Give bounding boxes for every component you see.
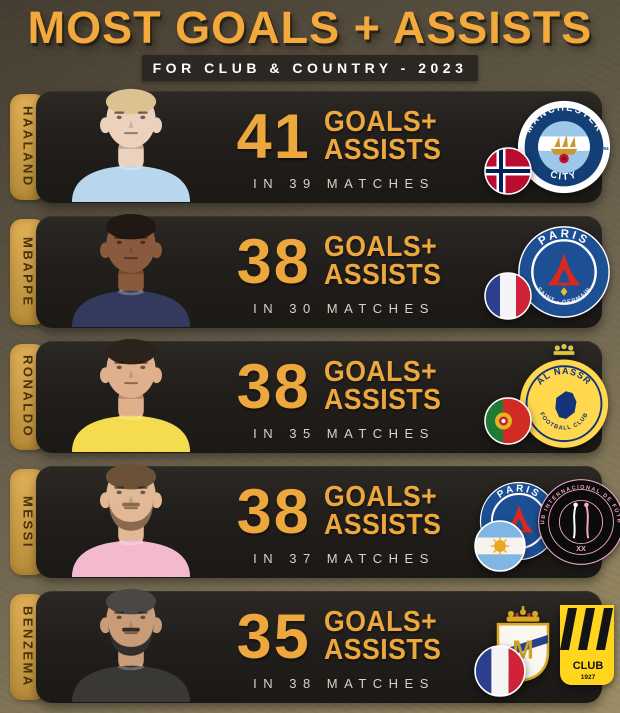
goals-assists-label: GOALS+ ASSISTS [323,106,442,166]
matches-label: IN 30 MATCHES [253,300,435,316]
badge-cluster: PARIS XX CLUB INTERNACIONAL DE FÚTBOL [474,466,620,578]
goals-assists-value: 41 [236,101,311,172]
goals-assists-value: 38 [236,226,311,297]
svg-text:CLUB: CLUB [573,660,604,672]
goals-assists-label: GOALS+ ASSISTS [323,481,442,541]
al-ittihad-badge-icon: CLUB 1927 [560,605,614,685]
goals-assists-value: 38 [236,476,311,547]
stats-block: 38 GOALS+ ASSISTS IN 35 MATCHES [216,341,472,453]
player-row-mbappe: MBAPPE 38 GOALS+ ASSISTS IN 30 MATCHES [0,213,620,328]
player-row-messi: MESSI 38 GOALS+ ASSISTS IN 37 MATCHES [0,463,620,578]
subtitle-text: FOR CLUB & COUNTRY - 2023 [152,60,468,76]
al-nassr-badge-icon: AL NASSR FOOTBALL CLUB [519,343,609,448]
player-row-haaland: HAALAND 41 GOALS+ ASSISTS IN 39 MATCHES [0,88,620,203]
subtitle-bar: FOR CLUB & COUNTRY - 2023 [142,55,478,81]
argentina-flag-icon [474,520,526,572]
player-name-label: RONALDO [20,355,36,439]
badge-cluster: M CLUB 1927 [474,591,614,703]
goals-assists-label: GOALS+ ASSISTS [323,231,442,291]
stats-block: 38 GOALS+ ASSISTS IN 30 MATCHES [216,216,472,328]
matches-label: IN 38 MATCHES [253,675,435,691]
player-row-benzema: BENZEMA 35 GOALS+ ASSISTS IN 38 MATCHES [0,588,620,703]
matches-label: IN 35 MATCHES [253,425,435,441]
matches-label: IN 39 MATCHES [253,175,435,191]
matches-label: IN 37 MATCHES [253,550,435,566]
svg-text:1927: 1927 [581,674,596,681]
portugal-flag-icon [484,397,532,445]
badge-cluster: PARIS SAINT - GERMAIN [484,216,614,328]
goals-assists-value: 38 [236,351,311,422]
france-flag-icon [474,645,526,697]
badge-cluster: MANCHESTER CITY 94 [484,91,614,203]
svg-text:XX: XX [576,544,586,553]
player-photo-mbappe [71,213,191,327]
player-photo-ronaldo [71,338,191,452]
badge-cluster: AL NASSR FOOTBALL CLUB [484,341,614,453]
player-name-label: BENZEMA [20,606,36,688]
player-photo-messi [71,463,191,577]
goals-assists-label: GOALS+ ASSISTS [323,356,442,416]
svg-text:CITY: CITY [549,169,580,183]
player-name-label: HAALAND [20,106,36,188]
inter-miami-badge-icon: XX CLUB INTERNACIONAL DE FÚTBOL [536,477,620,565]
player-photo-haaland [71,88,191,202]
psg-badge-icon: PARIS SAINT - GERMAIN [518,226,610,318]
player-photo-benzema [71,588,191,702]
player-name-label: MBAPPE [20,236,36,308]
stats-block: 35 GOALS+ ASSISTS IN 38 MATCHES [216,591,472,703]
player-name-label: MESSI [20,495,36,549]
manchester-city-badge-icon: MANCHESTER CITY 94 [517,100,611,194]
stats-block: 38 GOALS+ ASSISTS IN 37 MATCHES [216,466,472,578]
svg-text:94: 94 [603,146,609,152]
page-title: MOST GOALS + ASSISTS [27,2,593,53]
norway-flag-icon [484,147,532,195]
player-row-ronaldo: RONALDO 38 GOALS+ ASSISTS IN 35 MATCHES [0,338,620,453]
stats-block: 41 GOALS+ ASSISTS IN 39 MATCHES [216,91,472,203]
goals-assists-label: GOALS+ ASSISTS [323,606,442,666]
france-flag-icon [484,272,532,320]
goals-assists-value: 35 [236,601,311,672]
